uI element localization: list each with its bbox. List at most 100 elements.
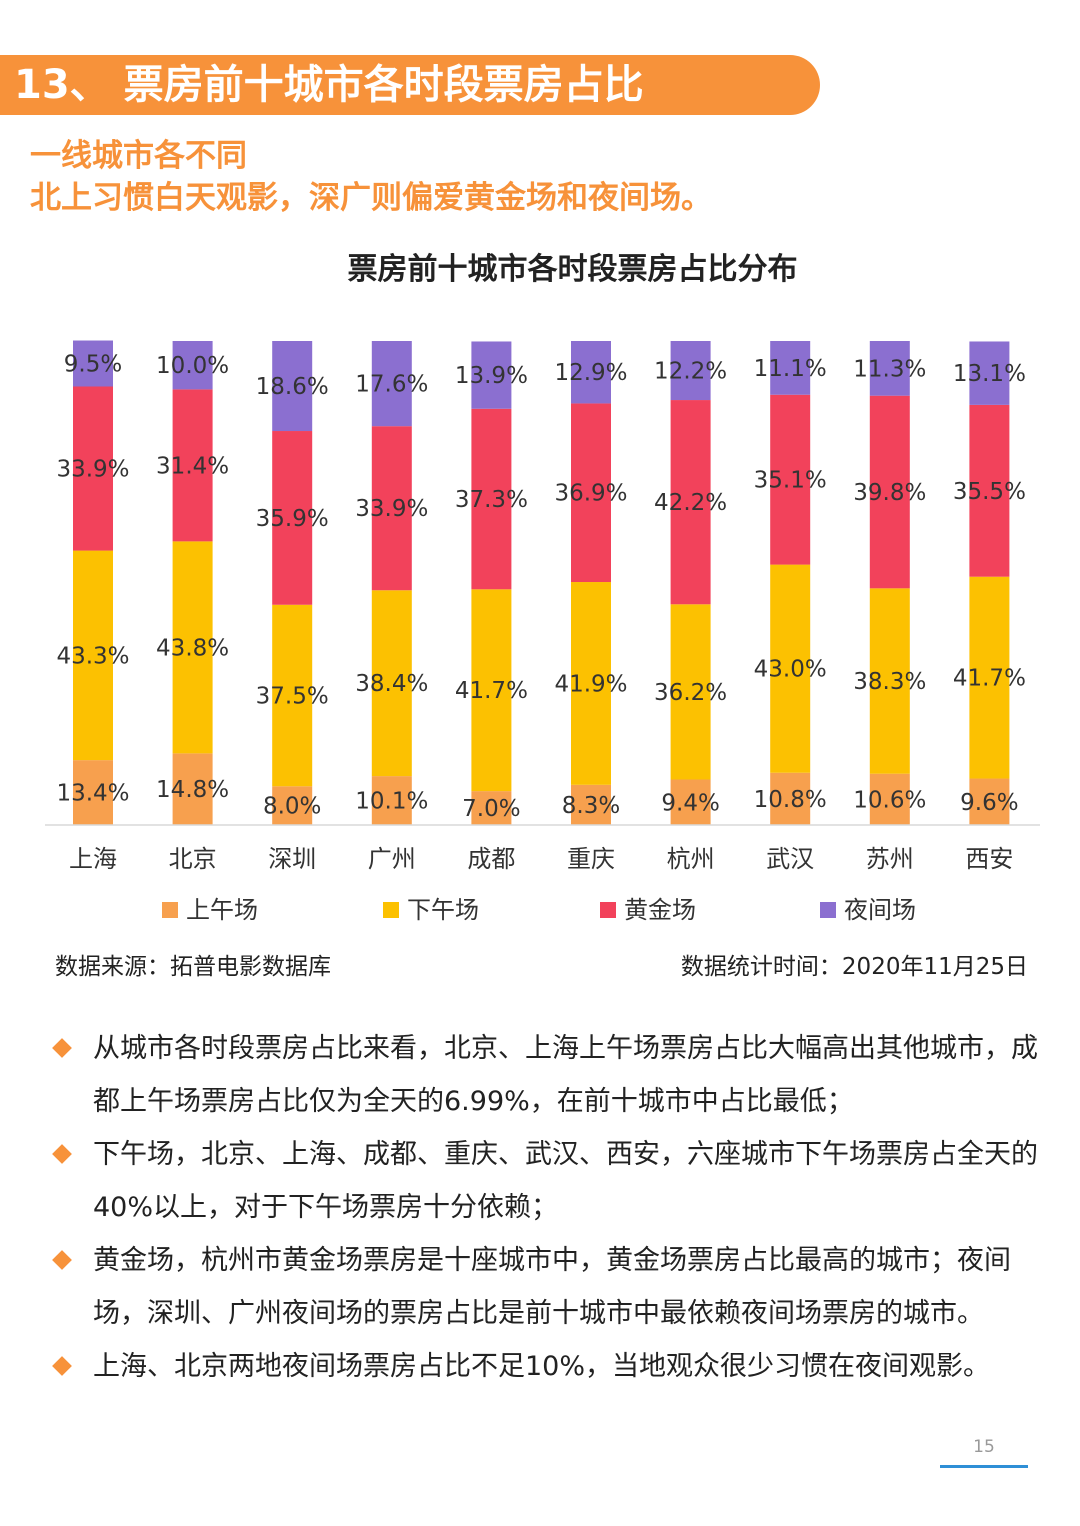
bar-segment (471, 589, 512, 792)
data-label: 7.0% (462, 796, 520, 822)
bar-segment (571, 582, 611, 785)
legend-label: 下午场 (407, 896, 479, 924)
legend-label: 上午场 (186, 896, 258, 924)
page-title: 13、 票房前十城市各时段票房占比 (14, 62, 644, 108)
stat-time: 数据统计时间：2020年11月25日 (680, 954, 1028, 980)
bar-segment (371, 341, 412, 427)
data-label: 11.1% (754, 356, 827, 382)
subtitle-line-1: 一线城市各不同 (30, 138, 247, 174)
data-label: 36.2% (654, 680, 727, 706)
diamond-bullet-icon (52, 1144, 72, 1164)
data-label: 18.6% (256, 374, 329, 400)
data-label: 12.2% (654, 359, 727, 385)
bar-segment (272, 604, 313, 787)
stacked-bar-chart: 13.4% 43.3% 33.9% 9.5% 上海 14.8% 43.8% 31.4% 10.0… (45, 340, 1040, 924)
bar-segment (272, 431, 313, 605)
bar-segment (73, 760, 113, 825)
data-label: 13.9% (455, 363, 528, 389)
bar-segment (770, 564, 811, 773)
bar-segment (471, 408, 512, 590)
bar-segment (73, 386, 113, 551)
x-tick-label: 上海 (69, 845, 117, 873)
bar-segment (670, 400, 711, 605)
bullet-item: 下午场，北京、上海、成都、重庆、武汉、西安，六座城市下午场票房占全天的40%以上… (52, 1128, 1045, 1234)
bar-segment (670, 341, 711, 401)
x-tick-label: 北京 (169, 845, 217, 873)
legend-swatch (820, 902, 836, 918)
diamond-bullet-icon (52, 1250, 72, 1270)
bar-segment (272, 786, 313, 825)
bar-segment (969, 404, 1010, 577)
data-label: 38.3% (853, 669, 926, 695)
data-label: 38.4% (355, 671, 428, 697)
bar-segment (869, 588, 910, 774)
chart-title: 票房前十城市各时段票房占比分布 (347, 252, 798, 287)
bar-segment (869, 773, 910, 825)
bar-segment (371, 590, 412, 777)
data-label: 31.4% (156, 453, 229, 479)
data-label: 9.4% (661, 790, 719, 816)
legend-swatch (162, 902, 178, 918)
bar-segment (172, 541, 213, 754)
data-label: 10.6% (853, 787, 926, 813)
page-number: 15 (973, 1437, 995, 1457)
data-label: 35.9% (256, 506, 329, 532)
data-label: 43.3% (56, 643, 129, 669)
bar-segment (471, 791, 512, 825)
bar-segment (272, 341, 313, 432)
data-label: 35.5% (953, 479, 1026, 505)
page-number-underline (940, 1465, 1028, 1468)
legend-swatch (383, 902, 399, 918)
legend-swatch (600, 902, 616, 918)
bullet-text: 上海、北京两地夜间场票房占比不足10%，当地观众很少习惯在夜间观影。 (93, 1351, 991, 1382)
legend-label: 黄金场 (624, 896, 696, 924)
data-label: 33.9% (56, 457, 129, 483)
x-tick-label: 广州 (368, 845, 416, 873)
data-label: 35.1% (754, 468, 827, 494)
diamond-bullet-icon (52, 1356, 72, 1376)
bar-segment (869, 395, 910, 589)
header-banner: 13、 票房前十城市各时段票房占比 (0, 55, 820, 115)
bar-segment (969, 576, 1010, 779)
data-label: 37.3% (455, 487, 528, 513)
bar-segment (670, 779, 711, 825)
bar-segment (770, 394, 811, 565)
data-label: 36.9% (554, 481, 627, 507)
data-label: 12.9% (554, 360, 627, 386)
data-label: 17.6% (355, 372, 428, 398)
x-tick-label: 武汉 (766, 845, 814, 873)
data-label: 10.1% (355, 789, 428, 815)
bar-segment (571, 403, 611, 583)
legend-label: 夜间场 (844, 896, 916, 924)
bullet-text: 从城市各时段票房占比来看，北京、上海上午场票房占比大幅高出其他城市，成都上午场票… (93, 1033, 1038, 1117)
bullet-item: 从城市各时段票房占比来看，北京、上海上午场票房占比大幅高出其他城市，成都上午场票… (52, 1022, 1045, 1128)
bar-segment (371, 776, 412, 825)
x-tick-label: 深圳 (268, 845, 316, 873)
bullet-list: 从城市各时段票房占比来看，北京、上海上午场票房占比大幅高出其他城市，成都上午场票… (52, 1022, 1045, 1393)
data-label: 37.5% (256, 684, 329, 710)
bullet-text: 黄金场，杭州市黄金场票房是十座城市中，黄金场票房占比最高的城市；夜间场，深圳、广… (93, 1245, 1011, 1329)
bullet-item: 上海、北京两地夜间场票房占比不足10%，当地观众很少习惯在夜间观影。 (52, 1340, 1045, 1393)
data-label: 41.9% (554, 671, 627, 697)
data-label: 33.9% (355, 496, 428, 522)
data-label: 41.7% (455, 678, 528, 704)
diamond-bullet-icon (52, 1038, 72, 1058)
bar-segment (471, 341, 512, 409)
bar-segment (770, 341, 811, 395)
x-tick-label: 西安 (965, 845, 1013, 873)
data-label: 39.8% (853, 480, 926, 506)
data-label: 10.0% (156, 353, 229, 379)
data-label: 43.8% (156, 635, 229, 661)
data-label: 13.1% (953, 361, 1026, 387)
bullet-text: 下午场，北京、上海、成都、重庆、武汉、西安，六座城市下午场票房占全天的40%以上… (93, 1139, 1038, 1223)
data-label: 9.5% (64, 352, 122, 378)
bar-segment (869, 341, 910, 396)
bullet-item: 黄金场，杭州市黄金场票房是十座城市中，黄金场票房占比最高的城市；夜间场，深圳、广… (52, 1234, 1045, 1340)
data-label: 13.4% (56, 781, 129, 807)
bar-segment (73, 550, 113, 761)
bar-segment (73, 340, 113, 387)
data-label: 8.0% (263, 794, 321, 820)
data-source: 数据来源：拓普电影数据库 (55, 954, 331, 980)
data-label: 10.8% (754, 787, 827, 813)
x-tick-label: 苏州 (866, 845, 914, 873)
